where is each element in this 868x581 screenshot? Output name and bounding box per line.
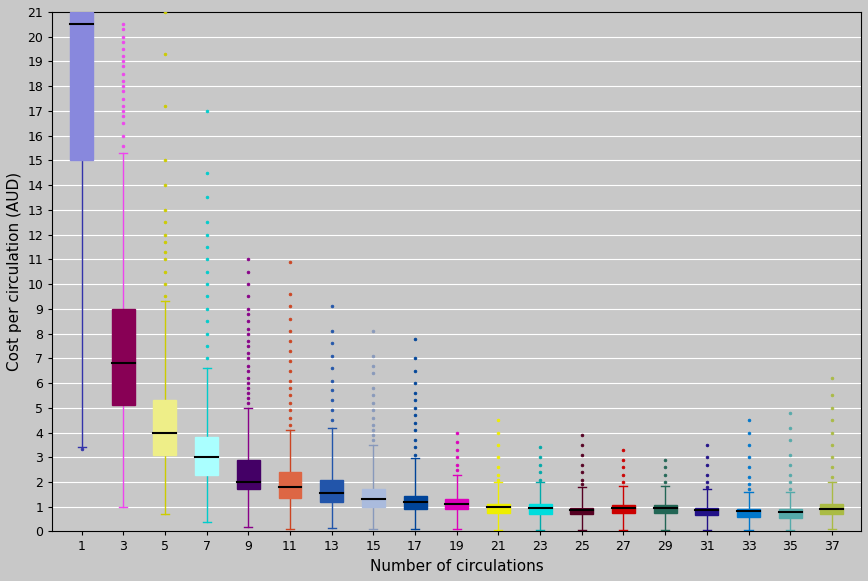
- Bar: [529, 504, 551, 514]
- Bar: [737, 509, 760, 517]
- Bar: [487, 504, 510, 513]
- X-axis label: Number of circulations: Number of circulations: [370, 559, 543, 574]
- Bar: [445, 499, 468, 509]
- Bar: [695, 508, 719, 515]
- Bar: [154, 400, 176, 455]
- Bar: [570, 508, 593, 514]
- Bar: [779, 509, 802, 518]
- Bar: [70, 12, 93, 160]
- Bar: [112, 309, 135, 406]
- Bar: [279, 472, 301, 498]
- Bar: [654, 505, 677, 513]
- Bar: [362, 489, 385, 507]
- Bar: [195, 437, 218, 475]
- Bar: [612, 505, 635, 513]
- Bar: [320, 479, 343, 502]
- Bar: [404, 496, 426, 509]
- Bar: [237, 460, 260, 489]
- Y-axis label: Cost per circulation (AUD): Cost per circulation (AUD): [7, 172, 22, 371]
- Bar: [820, 504, 844, 514]
